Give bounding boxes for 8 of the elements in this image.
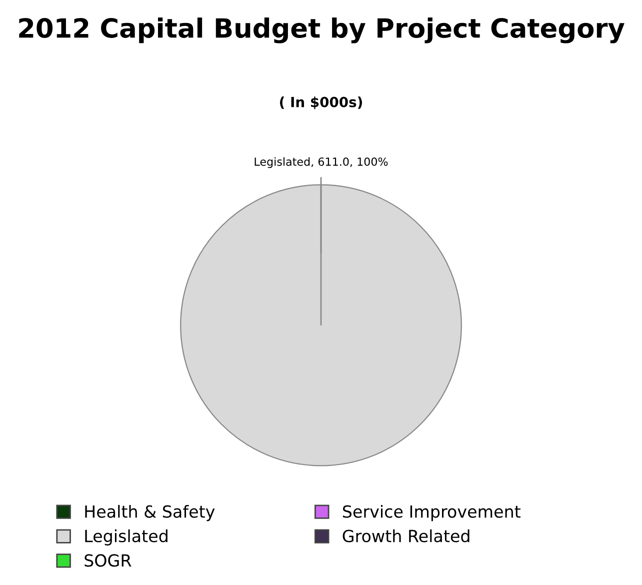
legend-label: Growth Related xyxy=(342,529,470,542)
legend-label: Service Improvement xyxy=(342,504,520,522)
legend-label: Health & Safety xyxy=(85,504,215,522)
chart-subtitle: ( In $000s) xyxy=(280,96,362,110)
legend-label: Legislated xyxy=(85,529,168,546)
chart-title: 2012 Capital Budget by Project Category xyxy=(19,18,624,44)
data-label: Legislated, 611.0, 100% xyxy=(254,157,388,168)
legend-label: SOGR xyxy=(84,554,132,567)
